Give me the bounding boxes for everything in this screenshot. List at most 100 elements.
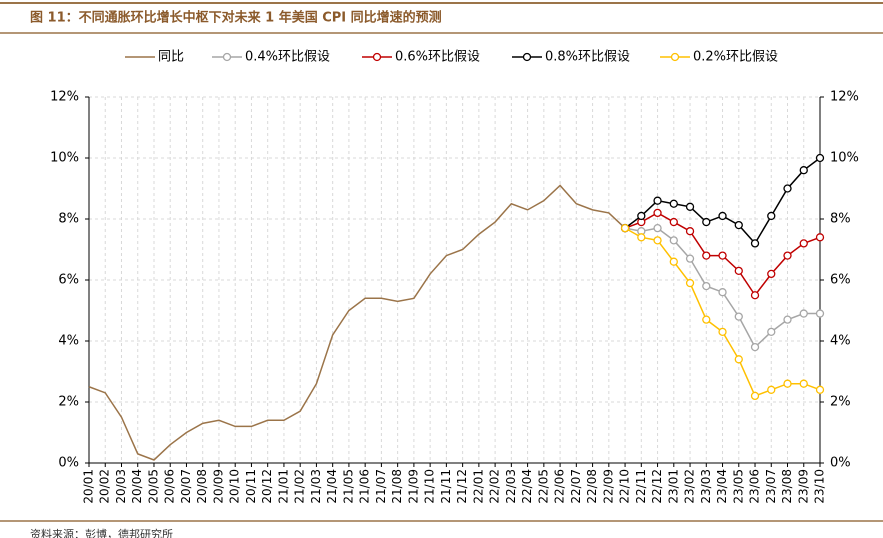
x-tick-label: 20/01	[82, 469, 96, 504]
point	[702, 217, 711, 227]
x-tick-label: 23/05	[731, 469, 745, 504]
x-tick-label: 23/07	[764, 469, 778, 504]
point	[767, 211, 776, 221]
legend-marker	[222, 52, 232, 62]
x-tick-label: 20/04	[130, 469, 144, 504]
x-tick-label: 20/12	[260, 469, 274, 504]
y2-tick-label: 8%	[830, 212, 851, 227]
x-tick-label: 21/08	[390, 469, 404, 504]
x-tick-label: 22/12	[650, 469, 664, 504]
x-tick-label: 21/01	[276, 469, 290, 504]
point	[669, 199, 678, 208]
y2-tick-label: 10%	[830, 151, 859, 166]
x-tick-label: 23/02	[683, 469, 697, 504]
y2-tick-label: 4%	[830, 334, 851, 349]
legend-label: 0.2%环比假设	[693, 50, 778, 65]
point	[750, 239, 760, 248]
point	[815, 153, 825, 163]
x-tick-label: 20/10	[228, 469, 242, 504]
point	[637, 211, 646, 221]
y-tick-label: 10%	[50, 151, 79, 166]
x-tick-label: 22/09	[601, 469, 615, 504]
point	[783, 379, 792, 388]
legend-label: 0.6%环比假设	[395, 50, 480, 65]
point	[767, 327, 776, 337]
y-tick-label: 2%	[58, 395, 79, 410]
x-tick-label: 22/01	[471, 469, 485, 504]
x-tick-label: 21/10	[423, 469, 437, 504]
y-tick-label: 0%	[58, 456, 79, 471]
x-tick-label: 21/03	[309, 469, 323, 504]
point	[734, 355, 743, 364]
point	[783, 184, 792, 193]
point	[653, 223, 662, 233]
point	[718, 211, 727, 221]
point	[669, 236, 678, 245]
x-tick-label: 21/11	[439, 469, 453, 504]
x-tick-label: 20/11	[244, 469, 258, 504]
chart-title: 图 11：不同通胀环比增长中枢下对未来 1 年美国 CPI 同比增速的预测	[30, 10, 442, 26]
point	[783, 251, 792, 260]
x-tick-label: 22/04	[520, 469, 534, 504]
point	[815, 233, 825, 242]
x-tick-label: 20/09	[211, 469, 225, 504]
point	[685, 278, 695, 288]
point	[718, 327, 727, 337]
point	[750, 342, 760, 352]
point	[815, 385, 825, 394]
point	[685, 254, 695, 263]
point	[702, 315, 711, 324]
point	[783, 315, 792, 324]
x-tick-label: 21/09	[406, 469, 420, 504]
x-tick-label: 20/06	[163, 469, 177, 504]
point	[685, 202, 695, 211]
x-tick-label: 23/06	[748, 469, 762, 504]
x-tick-label: 22/10	[618, 469, 632, 504]
x-tick-label: 23/09	[796, 469, 810, 504]
legend-marker	[670, 52, 680, 62]
point	[750, 291, 760, 300]
x-tick-label: 22/05	[536, 469, 550, 504]
point	[734, 266, 743, 276]
point	[669, 217, 678, 227]
legend-label: 0.4%环比假设	[245, 50, 330, 65]
y2-tick-label: 0%	[830, 456, 851, 471]
point	[669, 257, 678, 266]
point	[799, 239, 808, 248]
x-tick-label: 21/04	[325, 469, 339, 504]
y-tick-label: 12%	[50, 90, 79, 105]
point	[718, 251, 727, 260]
x-tick-label: 21/06	[358, 469, 372, 504]
legend-label: 0.8%环比假设	[545, 50, 630, 65]
y-tick-label: 4%	[58, 334, 79, 349]
y-tick-label: 6%	[58, 273, 79, 288]
point	[767, 385, 776, 394]
x-tick-label: 22/06	[553, 469, 567, 504]
point	[702, 281, 711, 291]
x-tick-label: 22/07	[569, 469, 583, 504]
point	[718, 288, 727, 297]
x-tick-label: 20/08	[195, 469, 209, 504]
x-tick-label: 23/03	[699, 469, 713, 504]
legend-label: 同比	[158, 50, 184, 65]
series-line	[88, 184, 626, 461]
x-tick-label: 23/10	[813, 469, 827, 504]
x-tick-label: 22/03	[504, 469, 518, 504]
point	[767, 269, 776, 279]
x-tick-label: 20/03	[114, 469, 128, 504]
legend-marker	[522, 52, 532, 62]
x-tick-label: 23/04	[715, 469, 729, 504]
x-tick-label: 22/08	[585, 469, 599, 504]
point	[799, 166, 808, 175]
point	[815, 309, 825, 318]
x-tick-label: 22/02	[488, 469, 502, 504]
x-tick-label: 21/12	[455, 469, 469, 504]
x-tick-label: 20/07	[179, 469, 193, 504]
point	[799, 379, 808, 388]
y2-tick-label: 12%	[830, 90, 859, 105]
point	[734, 220, 743, 230]
x-tick-label: 23/08	[780, 469, 794, 504]
point	[653, 236, 662, 245]
point	[750, 391, 760, 401]
